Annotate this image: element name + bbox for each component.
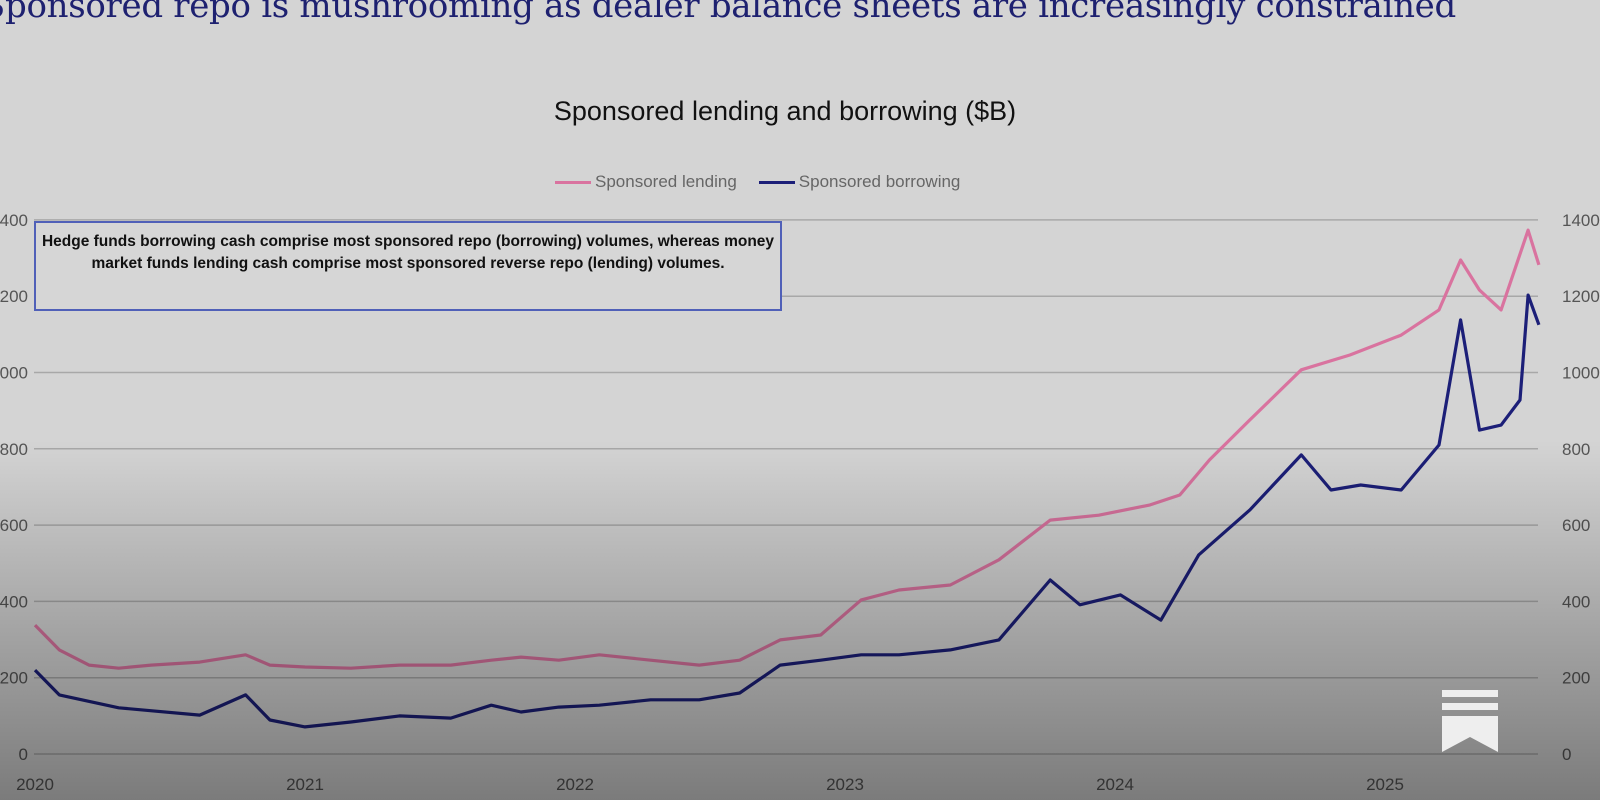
headline: Sponsored repo is mushrooming as dealer …	[0, 0, 1456, 26]
legend-item-borrowing: Sponsored borrowing	[758, 172, 961, 192]
x-tick-label: 2025	[1366, 775, 1404, 794]
legend: Sponsored lending Sponsored borrowing	[555, 172, 960, 192]
annotation-box: Hedge funds borrowing cash comprise most…	[34, 221, 782, 311]
x-tick-label: 2020	[16, 775, 54, 794]
y-tick-label: 800	[0, 440, 28, 459]
series-line-borrowing	[33, 293, 1541, 729]
y-tick-label: 1200	[0, 287, 28, 306]
y-tick-label: 600	[0, 516, 28, 535]
x-tick-label: 2021	[286, 775, 324, 794]
chart-title: Sponsored lending and borrowing ($B)	[553, 96, 1017, 126]
series-line-lending	[33, 228, 1541, 670]
y2-tick-label: 200	[1562, 669, 1590, 688]
x-tick-label: 2023	[826, 775, 864, 794]
y2-tick-label: 1400	[1562, 211, 1600, 230]
legend-swatch-lending	[555, 180, 591, 184]
legend-label: Sponsored lending	[595, 172, 737, 191]
y-tick-label: 0	[19, 745, 28, 764]
y-tick-label: 1000	[0, 364, 28, 383]
y-tick-label: 400	[0, 592, 28, 611]
y-tick-label: 200	[0, 669, 28, 688]
x-tick-label: 2024	[1096, 775, 1134, 794]
legend-label: Sponsored borrowing	[798, 172, 961, 191]
y2-tick-label: 800	[1562, 440, 1590, 459]
y2-tick-label: 1000	[1562, 364, 1600, 383]
y-tick-label: 1400	[0, 211, 28, 230]
y2-tick-label: 0	[1562, 745, 1571, 764]
bookmark-logo-icon	[1442, 690, 1498, 752]
y2-tick-label: 600	[1562, 516, 1590, 535]
x-tick-label: 2022	[556, 775, 594, 794]
y2-tick-label: 1200	[1562, 287, 1600, 306]
y2-tick-label: 400	[1562, 592, 1590, 611]
legend-swatch-borrowing	[758, 180, 795, 184]
legend-item-lending: Sponsored lending	[555, 172, 737, 192]
